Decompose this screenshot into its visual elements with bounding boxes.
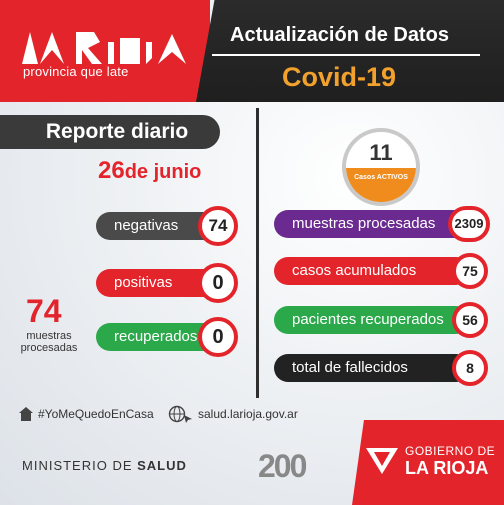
report-month: de junio: [124, 161, 202, 183]
muestras-label: muestras procesadas: [20, 330, 78, 354]
stat-label: pacientes recuperados: [292, 311, 444, 328]
muestras-big-number: 74: [26, 293, 62, 329]
stat-total-fallecidos: total de fallecidos: [274, 354, 470, 382]
stat-label: negativas: [114, 217, 179, 234]
stat-label: recuperados: [114, 328, 198, 345]
la-rioja-logo: [22, 32, 186, 64]
stat-casos-acumulados: casos acumulados: [274, 257, 470, 285]
page-subtitle: Covid-19: [282, 62, 397, 92]
globe-icon: [168, 405, 192, 423]
report-day: 26: [98, 157, 125, 184]
government-line2: LA RIOJA: [405, 458, 489, 478]
header-dark-panel: [196, 0, 504, 102]
government-line1: GOBIERNO DE: [405, 444, 496, 458]
ministry-prefix: MINISTERIO DE: [22, 458, 138, 473]
website-link[interactable]: salud.larioja.gov.ar: [198, 407, 298, 421]
header-tagline: provincia que late: [23, 64, 129, 79]
report-date: 26de junio: [98, 157, 201, 185]
column-divider: [256, 108, 259, 398]
rioja-emblem-icon: [366, 448, 398, 474]
stat-badge: 74: [198, 206, 238, 246]
stat-label: casos acumulados: [292, 262, 417, 279]
stat-muestras-procesadas: muestras procesadas: [274, 210, 470, 238]
title-underline: [212, 54, 480, 56]
stat-pacientes-recuperados: pacientes recuperados: [274, 306, 470, 334]
report-heading: Reporte diario: [0, 115, 220, 149]
gauge-fill: [346, 168, 416, 202]
active-cases-label: Casos ACTIVOS: [354, 174, 408, 181]
ministry-name: MINISTERIO DE SALUD: [22, 458, 187, 473]
house-icon: [19, 407, 33, 421]
stat-badge: 56: [452, 302, 488, 338]
active-cases-number: 11: [369, 140, 393, 165]
hashtag: #YoMeQuedoEnCasa: [38, 407, 154, 421]
stat-badge: 0: [198, 263, 238, 303]
stat-label: total de fallecidos: [292, 359, 408, 376]
ministry-bold: SALUD: [137, 458, 187, 473]
stat-badge: 2309: [448, 206, 490, 242]
page-title: Actualización de Datos: [230, 24, 449, 46]
stat-badge: 8: [452, 350, 488, 386]
stat-label: muestras procesadas: [292, 215, 436, 232]
anniversary-logo: 200: [258, 448, 307, 484]
stat-badge: 75: [452, 253, 488, 289]
stat-label: positivas: [114, 274, 173, 291]
active-cases-gauge: 11 Casos ACTIVOS: [342, 128, 420, 206]
stat-badge: 0: [198, 317, 238, 357]
